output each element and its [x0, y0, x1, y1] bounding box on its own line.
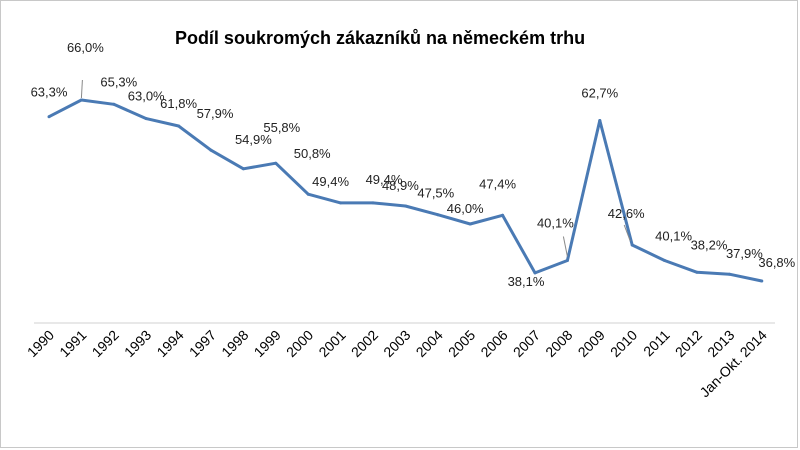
leader-line-1991	[80, 79, 83, 99]
data-label: 62,7%	[581, 86, 618, 101]
x-tick-label: 2002	[348, 327, 381, 360]
data-label: 66,0%	[67, 40, 104, 55]
leader-lines	[80, 79, 631, 257]
data-point	[144, 117, 148, 121]
x-tick-label: 2008	[542, 327, 575, 360]
data-point	[533, 271, 537, 275]
data-label: 57,9%	[197, 106, 234, 121]
leader-line-2008	[562, 236, 568, 257]
data-point	[468, 222, 472, 226]
x-tick-label: 1994	[153, 327, 186, 360]
data-label: 40,1%	[655, 229, 692, 244]
x-tick-label: 1991	[56, 327, 89, 360]
data-label: 47,4%	[479, 176, 516, 191]
data-label: 61,8%	[160, 96, 197, 111]
data-point	[501, 213, 505, 217]
data-point	[727, 272, 731, 276]
data-label: 36,8%	[758, 255, 795, 270]
data-point	[630, 243, 634, 247]
data-label: 38,2%	[691, 237, 728, 252]
data-point	[79, 98, 83, 102]
data-label: 63,3%	[31, 85, 68, 100]
data-point	[209, 148, 213, 152]
x-tick-label: 2003	[380, 327, 413, 360]
data-point	[241, 167, 245, 171]
leader-line-2010	[623, 224, 631, 242]
x-tick-label: 1990	[24, 327, 57, 360]
data-label: 55,8%	[263, 120, 300, 135]
data-point	[177, 124, 181, 128]
x-tick-labels: 1990 1991 1992 1993 1994 1997 1998 1999 2000 2001…	[24, 327, 770, 401]
data-point	[274, 161, 278, 165]
x-tick-label: 1999	[251, 327, 284, 360]
data-label: 50,8%	[294, 146, 331, 161]
x-tick-label: 2012	[672, 327, 705, 360]
data-label: 63,0%	[128, 89, 165, 104]
data-point	[339, 201, 343, 205]
x-tick-label: 2011	[640, 327, 673, 360]
x-tick-label: 2007	[510, 327, 543, 360]
data-label: 38,1%	[508, 274, 545, 289]
data-point	[760, 279, 764, 283]
x-tick-label: 2010	[607, 327, 640, 360]
x-tick-label: 2004	[413, 327, 446, 360]
x-tick-label: 1998	[218, 327, 251, 360]
data-label: 40,1%	[537, 216, 574, 231]
data-label: 54,9%	[235, 132, 272, 147]
x-tick-label: 2005	[445, 327, 478, 360]
data-point	[403, 204, 407, 208]
data-labels: 63,3% 66,0% 65,3%63,0%61,8%57,9%54,9%55,8%…	[31, 40, 796, 289]
data-label: 65,3%	[100, 74, 137, 89]
data-point	[598, 119, 602, 122]
x-tick-label: 2001	[315, 327, 348, 360]
data-point	[695, 270, 699, 274]
data-label: 46,0%	[447, 201, 484, 216]
data-point	[47, 115, 51, 119]
x-tick-label: 1997	[186, 327, 219, 360]
data-label: 47,5%	[417, 186, 454, 201]
x-tick-label: 2006	[477, 327, 510, 360]
x-tick-label: 2009	[575, 327, 608, 360]
data-label: 49,4%	[312, 174, 349, 189]
data-label: 49,4%	[366, 172, 403, 187]
data-point	[663, 259, 667, 262]
data-label: 42,6%	[608, 206, 645, 221]
data-label: 48,9%	[382, 178, 419, 193]
data-point	[112, 102, 116, 106]
chart-title: Podíl soukromých zákazníků na německém t…	[175, 28, 585, 48]
x-tick-label: 1992	[89, 327, 122, 360]
series-group	[47, 98, 764, 283]
data-label: 37,9%	[726, 246, 763, 261]
data-point	[371, 201, 375, 205]
x-tick-label: 1993	[121, 327, 154, 360]
data-point	[565, 259, 569, 262]
data-point	[306, 192, 310, 196]
data-point	[436, 213, 440, 217]
x-tick-label: 2000	[283, 327, 316, 360]
